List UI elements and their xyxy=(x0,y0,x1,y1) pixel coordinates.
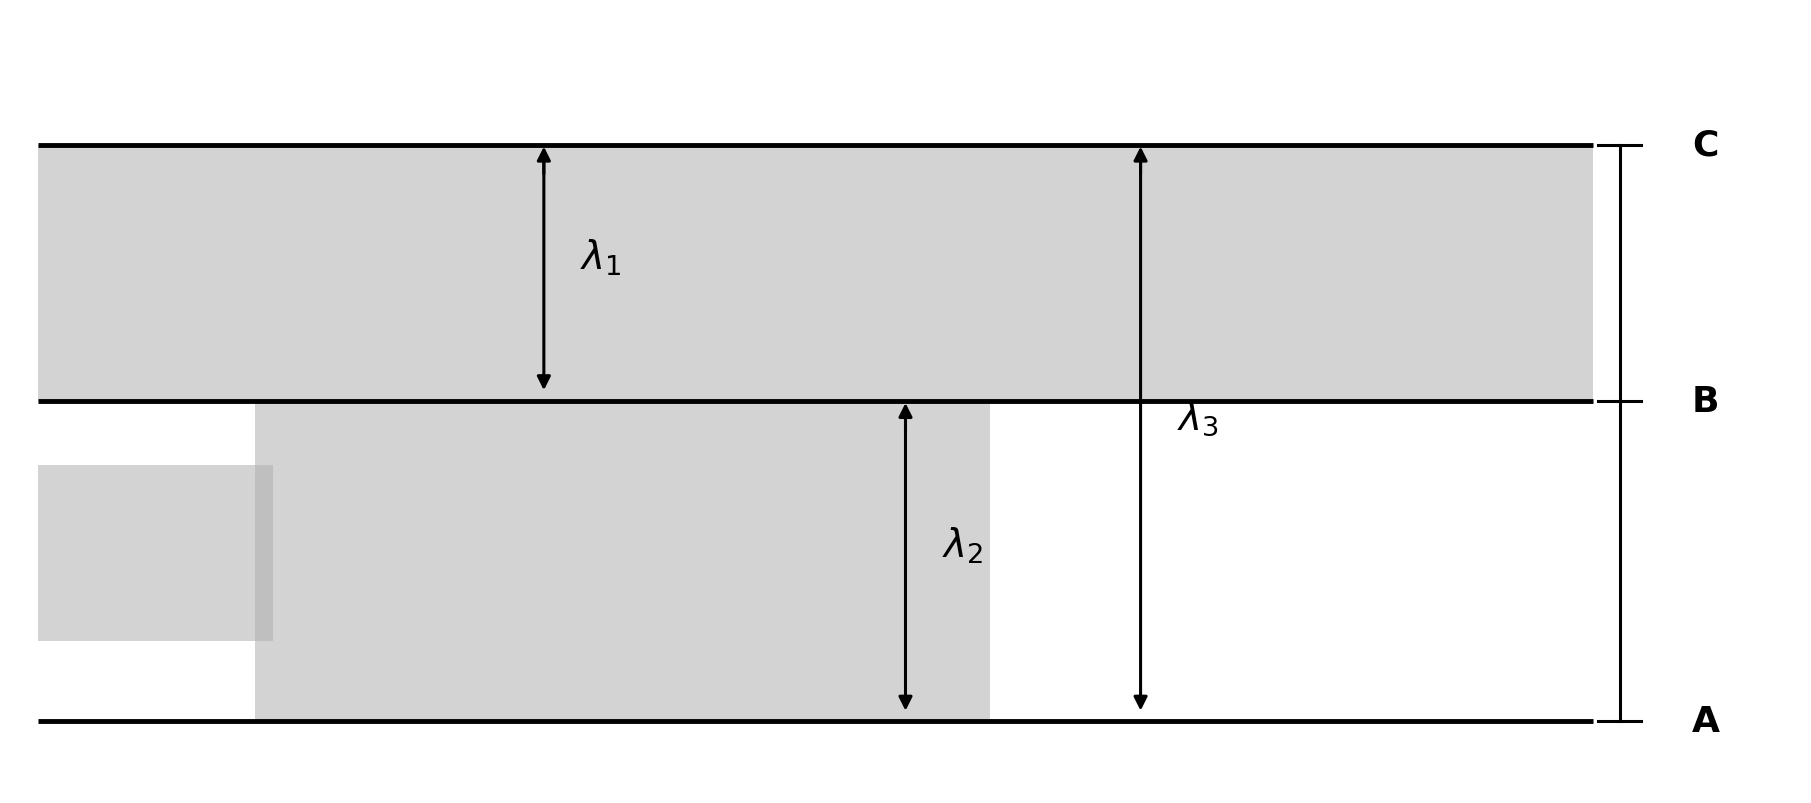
Text: C: C xyxy=(1691,128,1719,162)
FancyBboxPatch shape xyxy=(38,145,1592,402)
Text: $\lambda_3$: $\lambda_3$ xyxy=(1177,397,1219,438)
Text: $\lambda_1$: $\lambda_1$ xyxy=(580,238,621,278)
Text: B: B xyxy=(1691,385,1720,418)
Text: A: A xyxy=(1691,704,1720,739)
FancyBboxPatch shape xyxy=(255,402,991,722)
FancyBboxPatch shape xyxy=(38,466,273,642)
Text: $\lambda_2$: $\lambda_2$ xyxy=(942,525,983,565)
